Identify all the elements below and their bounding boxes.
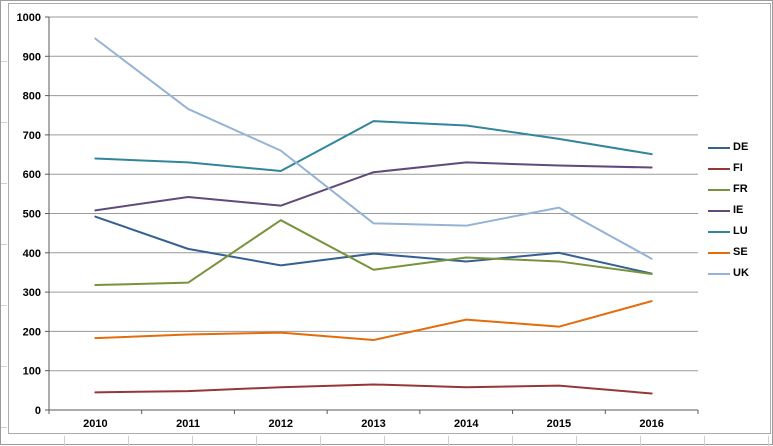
x-tick-label: 2015 [547, 418, 571, 430]
legend-line-swatch-LU [708, 230, 730, 233]
plot-area: 0 100 200 300 400 500 600 700 800 900 1000 2010 2011… [17, 12, 699, 430]
series-line-FI[interactable] [94, 383, 653, 395]
legend-label: FI [733, 162, 743, 174]
y-tick-label: 500 [23, 209, 41, 221]
legend-label: LU [733, 225, 748, 237]
legend-item-DE[interactable]: DE [708, 137, 768, 158]
worksheet-column-borders [1, 436, 773, 446]
legend-label: IE [733, 204, 744, 216]
y-tick-label: 400 [23, 248, 41, 260]
y-tick-label: 200 [23, 326, 41, 338]
series-line-FR[interactable] [94, 219, 653, 287]
x-tick-label: 2013 [361, 418, 385, 430]
series-line-UK[interactable] [94, 37, 653, 260]
y-tick-label: 100 [23, 366, 41, 378]
legend-item-LU[interactable]: LU [708, 221, 768, 242]
legend-item-FR[interactable]: FR [708, 179, 768, 200]
legend-item-IE[interactable]: IE [708, 200, 768, 221]
legend-label: DE [733, 141, 749, 153]
y-tick-label: 1000 [17, 12, 41, 24]
worksheet-row-borders [1, 1, 7, 446]
legend-label: FR [733, 183, 748, 195]
y-tick-label: 800 [23, 91, 41, 103]
x-tick-label: 2014 [454, 418, 479, 430]
x-tick-label: 2012 [269, 418, 293, 430]
series-line-LU[interactable] [94, 120, 653, 173]
y-tick-label: 300 [23, 287, 41, 299]
chart-object[interactable]: 0 100 200 300 400 500 600 700 800 900 1000 2010 2011… [8, 3, 771, 434]
legend-line-swatch-FR [708, 188, 730, 191]
legend-item-UK[interactable]: UK [708, 263, 768, 284]
legend-label: SE [733, 246, 748, 258]
legend-item-SE[interactable]: SE [708, 242, 768, 263]
legend-label: UK [733, 267, 749, 279]
legend-line-swatch-IE [708, 209, 730, 212]
legend-line-swatch-UK [708, 272, 730, 275]
x-tick-label: 2011 [176, 418, 200, 430]
y-tick-label: 900 [23, 51, 41, 63]
legend-item-FI[interactable]: FI [708, 158, 768, 179]
legend-line-swatch-SE [708, 251, 730, 254]
y-tick-label: 0 [35, 405, 41, 417]
chart-legend: DE FI FR IE LU SE UK [708, 137, 768, 284]
series-line-IE[interactable] [94, 161, 653, 212]
legend-line-swatch-FI [708, 167, 730, 170]
x-tick-label: 2010 [83, 418, 107, 430]
x-tick-label: 2016 [639, 418, 663, 430]
legend-line-swatch-DE [708, 146, 730, 149]
y-tick-label: 700 [23, 130, 41, 142]
y-tick-label: 600 [23, 169, 41, 181]
series-line-SE[interactable] [94, 300, 653, 342]
series-line-DE[interactable] [94, 215, 653, 275]
